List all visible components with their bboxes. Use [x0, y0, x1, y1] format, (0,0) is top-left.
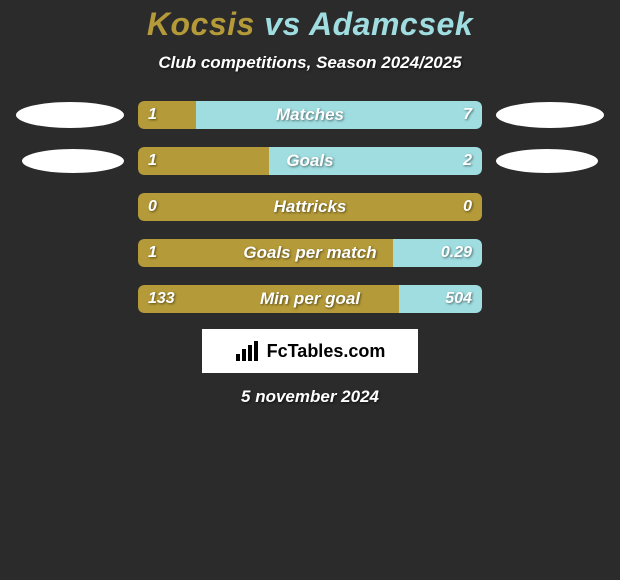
- page-title: Kocsis vs Adamcsek: [0, 6, 620, 43]
- title-right-player: Adamcsek: [309, 6, 473, 42]
- title-vs: vs: [255, 6, 309, 42]
- stat-bars-block: 0 Hattricks 0 1 Goals per match 0.29 133…: [138, 193, 482, 313]
- stat-label: Min per goal: [138, 285, 482, 313]
- title-left-player: Kocsis: [147, 6, 255, 42]
- stat-right-value: 2: [463, 147, 472, 175]
- stat-bar: 1 Goals per match 0.29: [138, 239, 482, 267]
- stat-row-matches: 1 Matches 7: [0, 101, 620, 129]
- stat-label: Goals per match: [138, 239, 482, 267]
- stat-right-value: 504: [445, 285, 472, 313]
- stat-right-value: 0: [463, 193, 472, 221]
- stat-bar: 1 Goals 2: [138, 147, 482, 175]
- left-club-logo-small: [22, 149, 124, 173]
- stat-label: Hattricks: [138, 193, 482, 221]
- bar-chart-icon: [235, 340, 261, 362]
- stat-label: Goals: [138, 147, 482, 175]
- stat-right-value: 7: [463, 101, 472, 129]
- comparison-widget: Kocsis vs Adamcsek Club competitions, Se…: [0, 0, 620, 407]
- right-club-logo: [496, 102, 604, 128]
- fctables-badge[interactable]: FcTables.com: [202, 329, 418, 373]
- stat-label: Matches: [138, 101, 482, 129]
- subtitle: Club competitions, Season 2024/2025: [0, 53, 620, 73]
- stat-right-value: 0.29: [441, 239, 472, 267]
- date: 5 november 2024: [0, 387, 620, 407]
- left-club-logo: [16, 102, 124, 128]
- right-club-logo-small: [496, 149, 598, 173]
- badge-text: FcTables.com: [267, 341, 386, 362]
- stat-row-goals: 1 Goals 2: [0, 147, 620, 175]
- stat-bar: 0 Hattricks 0: [138, 193, 482, 221]
- stat-bar: 1 Matches 7: [138, 101, 482, 129]
- stat-bar: 133 Min per goal 504: [138, 285, 482, 313]
